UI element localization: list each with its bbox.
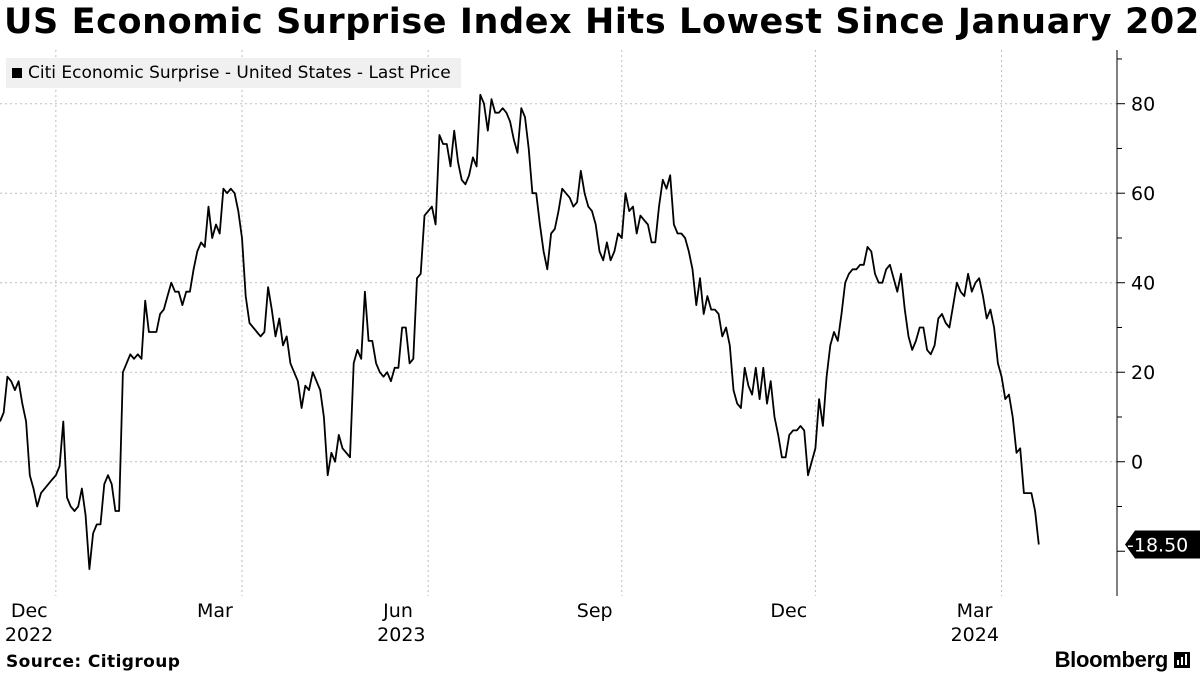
- series-line: [0, 93, 1040, 570]
- last-value-text: -18.50: [1127, 535, 1188, 557]
- last-value-tag: -18.50: [1125, 530, 1200, 559]
- source-note: Source: Citigroup: [6, 652, 181, 672]
- gridlines: [0, 50, 1117, 596]
- x-tick-label: Mar: [197, 600, 233, 622]
- brand-name: Bloomberg: [1054, 647, 1169, 672]
- x-tick-label: Dec: [770, 600, 807, 622]
- y-tick-label: 80: [1131, 94, 1155, 116]
- legend: Citi Economic Surprise - United States -…: [6, 58, 461, 88]
- x-year-label: 2023: [377, 624, 425, 646]
- x-year-label: 2024: [951, 624, 999, 646]
- legend-label: Citi Economic Surprise - United States -…: [28, 63, 451, 83]
- y-axis: 0 20 40 60 80: [1116, 50, 1155, 596]
- brand-mark-icon: [1174, 652, 1190, 668]
- y-tick-label: 60: [1131, 183, 1155, 205]
- chart-title: US Economic Surprise Index Hits Lowest S…: [4, 2, 1200, 42]
- y-tick-label: 0: [1131, 452, 1143, 474]
- x-tick-label: Jun: [382, 600, 413, 622]
- x-tick-label: Mar: [957, 600, 993, 622]
- x-tick-label: Dec: [11, 600, 48, 622]
- x-year-label: 2022: [5, 624, 53, 646]
- x-tick-label: Sep: [577, 600, 613, 622]
- y-tick-label: 40: [1131, 273, 1155, 295]
- legend-swatch: [12, 68, 22, 78]
- last-value-tag-bg: [1125, 530, 1200, 559]
- y-tick-label: 20: [1131, 362, 1155, 384]
- brand-logo: Bloomberg: [1055, 647, 1190, 673]
